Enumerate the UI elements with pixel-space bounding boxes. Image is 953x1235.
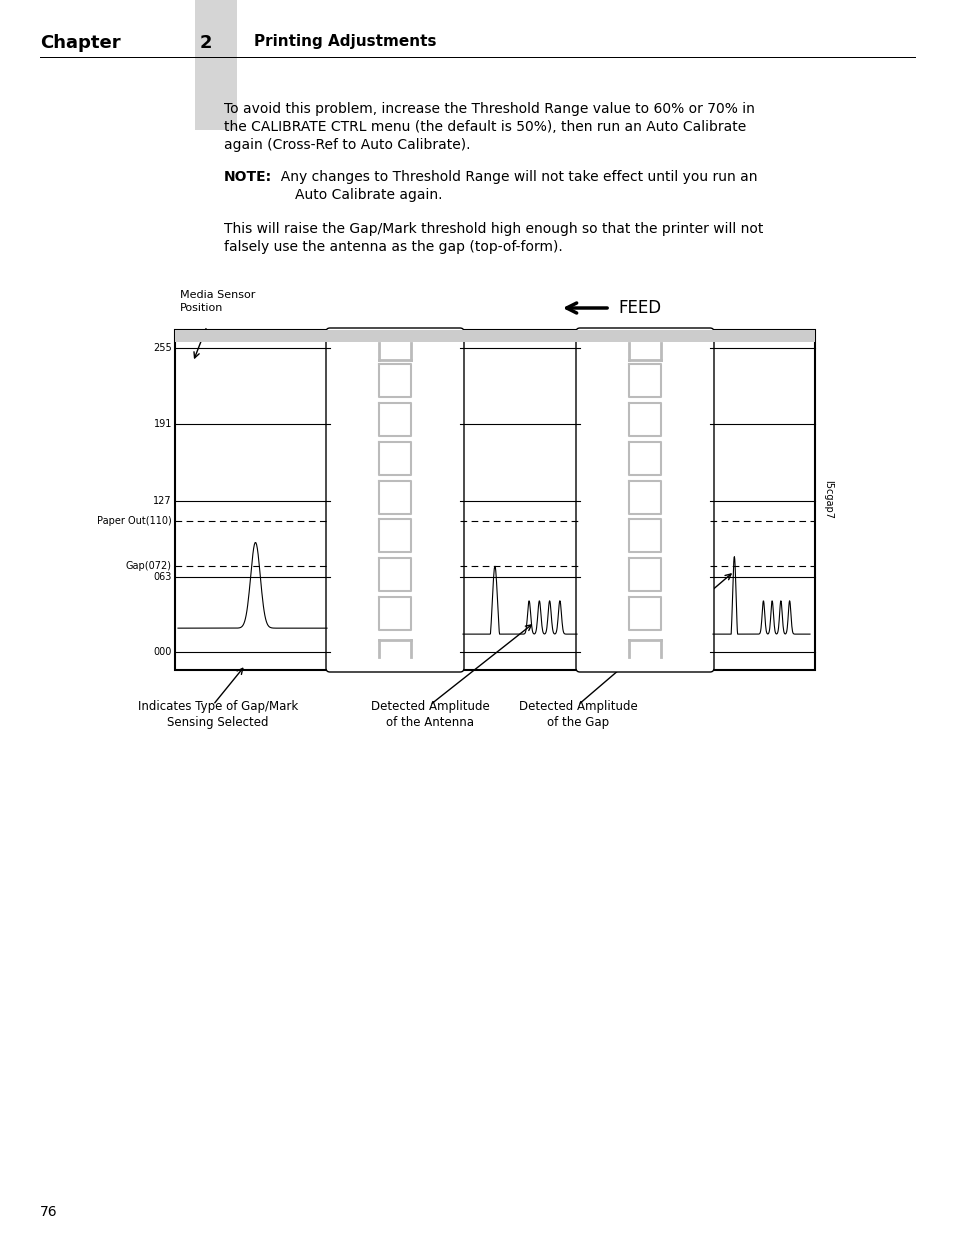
FancyBboxPatch shape [576,329,713,672]
Text: Any changes to Threshold Range will not take effect until you run an: Any changes to Threshold Range will not … [272,170,757,184]
Text: l5cgap7: l5cgap7 [822,480,832,520]
Text: FEED: FEED [618,299,660,317]
Text: 191: 191 [153,420,172,430]
Text: To avoid this problem, increase the Threshold Range value to 60% or 70% in: To avoid this problem, increase the Thre… [224,103,754,116]
Bar [194,0,236,130]
Text: again (Cross-Ref to Auto Calibrate).: again (Cross-Ref to Auto Calibrate). [224,138,470,152]
Text: 127: 127 [153,495,172,505]
Bar [40,57,915,58]
Text: 000: 000 [153,647,172,657]
Text: 76: 76 [40,1205,57,1219]
Text: Indicates Type of Gap/Mark
Sensing Selected: Indicates Type of Gap/Mark Sensing Selec… [138,700,297,729]
Text: the CALIBRATE CTRL menu (the default is 50%), then run an Auto Calibrate: the CALIBRATE CTRL menu (the default is … [224,120,745,135]
FancyBboxPatch shape [326,329,463,672]
Text: Media Sensor
Position: Media Sensor Position [180,290,255,314]
Bar [174,330,814,671]
Text: Auto Calibrate again.: Auto Calibrate again. [294,188,442,203]
Text: Printing Adjustments: Printing Adjustments [253,35,436,49]
Text: Chapter: Chapter [40,35,120,52]
Text: This will raise the Gap/Mark threshold high enough so that the printer will not: This will raise the Gap/Mark threshold h… [224,222,762,236]
Text: NOTE:: NOTE: [224,170,272,184]
Text: Paper Out(110): Paper Out(110) [97,516,172,526]
Text: 2: 2 [200,35,213,52]
Text: 255: 255 [153,343,172,353]
Text: Detected Amplitude
of the Antenna: Detected Amplitude of the Antenna [370,700,489,729]
Text: 063: 063 [153,572,172,582]
Text: Detected Amplitude
of the Gap: Detected Amplitude of the Gap [518,700,637,729]
Text: falsely use the antenna as the gap (top-of-form).: falsely use the antenna as the gap (top-… [224,240,562,254]
Bar [174,330,814,342]
Text: Gap(072): Gap(072) [126,561,172,571]
